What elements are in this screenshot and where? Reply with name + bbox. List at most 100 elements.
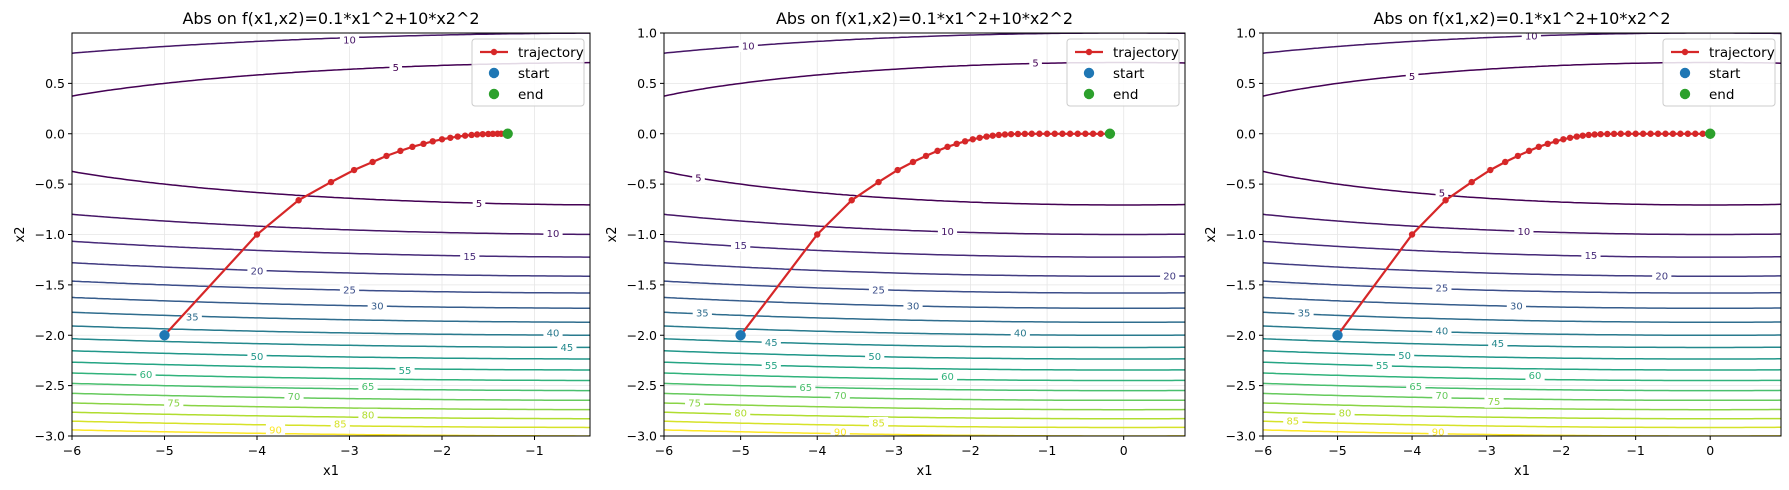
contour-label-40: 40 [547,329,560,340]
contour-line-70 [72,392,590,402]
contour-label-70: 70 [1436,391,1449,402]
x-tick-label: −6 [63,443,81,458]
trajectory-series [159,128,513,341]
y-tick-label: −2.5 [627,378,657,393]
trajectory-point [1654,130,1662,137]
contour-label-bg [1432,389,1452,402]
y-tick-label: 0.5 [1236,76,1256,91]
y-tick-label: −1.5 [1226,277,1256,292]
y-tick-label: −0.5 [627,177,657,192]
legend-end-marker [488,88,500,100]
trajectory-point [383,152,390,160]
trajectory-point [1604,130,1611,138]
trajectory-point [350,166,358,174]
contour-line-35 [72,311,590,323]
contour-line-20 [1263,0,1781,5]
trajectory-point [1502,158,1509,166]
trajectory-point [454,133,461,140]
y-tick-label: −2.5 [35,378,65,393]
tick-labels: −6 −5 −4 −3 −2 −1 −3.0 −2.5 −2.0 −1.5 −1.0 −0.5 0.0 0… [35,76,544,458]
contour-line-35 [664,311,1185,323]
trajectory-point [1591,131,1598,138]
contour-label-85: 85 [1286,416,1299,427]
contour-label-85: 85 [872,418,885,429]
legend-start-marker [488,67,500,79]
trajectory-point [1051,130,1058,137]
trajectory-point [953,140,960,148]
legend: trajectory start end [471,38,585,107]
x-tick-label: −2 [1552,443,1570,458]
contour-line-20 [1263,262,1781,277]
trajectory-point [1662,130,1669,137]
contour-label-bg [761,359,781,372]
contour-label-bg [136,368,156,381]
contour-line-35 [1263,311,1781,323]
contour-label-bg [1488,337,1508,350]
trajectory-point [1544,140,1551,148]
contour-label-5: 5 [476,199,482,210]
contour-label-25: 25 [1436,283,1449,294]
contour-label-bg [1506,300,1527,313]
legend-box [471,38,585,107]
contour-line-90 [664,429,1185,436]
y-axis-label: x2 [605,227,620,243]
contour-label-5: 5 [1439,189,1445,200]
contour-label-bg [284,390,304,403]
y-tick-label: −3.0 [1226,429,1256,444]
contour-label-80: 80 [1339,408,1352,419]
contour-line-55 [1263,361,1781,371]
y-tick-label: 0.0 [1236,126,1256,141]
contour-label-35: 35 [1298,309,1311,320]
contour-label-bg [358,408,378,421]
chart-title: Abs on f(x1,x2)=0.1*x1^2+10*x2^2 [776,9,1073,28]
legend-start-marker [1679,67,1691,79]
contour-line-10 [72,33,590,54]
contour-label-bg [830,425,850,438]
x-axis-label: x1 [323,464,339,479]
contour-line-75 [1263,402,1781,411]
contour-line-20 [72,0,590,5]
contour-label-30: 30 [1510,302,1523,313]
trajectory-point [1573,133,1580,140]
contour-label-bg [1335,406,1355,419]
legend-label-end: end [518,87,543,103]
y-tick-label: −1.0 [1226,227,1256,242]
trajectory-point [894,166,901,174]
contour-label-80: 80 [734,408,747,419]
contour-line-65 [72,382,590,392]
contour-label-bg [1372,359,1392,372]
contour-line-40 [72,325,590,336]
contour-label-bg [1160,269,1180,282]
end-point [502,128,513,139]
trajectory-point [397,147,404,155]
contour-label-65: 65 [1409,382,1422,393]
trajectory-point [409,143,416,151]
x-tick-label: −1 [1038,443,1056,458]
contour-label-bg [265,423,286,436]
trajectory-point [473,131,481,138]
x-tick-label: −6 [1254,443,1272,458]
contour-label-30: 30 [371,302,384,313]
trajectory-point [1579,132,1586,139]
legend-end-marker [1083,88,1095,100]
contour-label-60: 60 [941,372,954,383]
trajectory-point [1639,130,1647,137]
contour-label-bg [1484,395,1504,408]
tick-labels: −6 −5 −4 −3 −2 −1 0 −3.0 −2.5 −2.0 −1.5 −1.0 −0.5 0.0… [1226,26,1715,459]
contour-label-bg [389,61,403,74]
y-tick-label: −3.0 [627,429,657,444]
contour-line-5 [664,170,1185,206]
contour-label-35: 35 [186,313,199,324]
x-tick-label: −4 [808,443,826,458]
trajectory-point [369,158,376,166]
trajectory-point [983,133,990,140]
start-point [159,330,170,341]
trajectory-point [1535,143,1542,151]
trajectory-point [1408,231,1416,238]
contour-label-bg [796,381,816,394]
trajectory-point [1487,166,1494,174]
trajectory-point [1677,130,1684,137]
trajectory-point [1669,130,1677,137]
trajectory-point [1514,152,1522,160]
